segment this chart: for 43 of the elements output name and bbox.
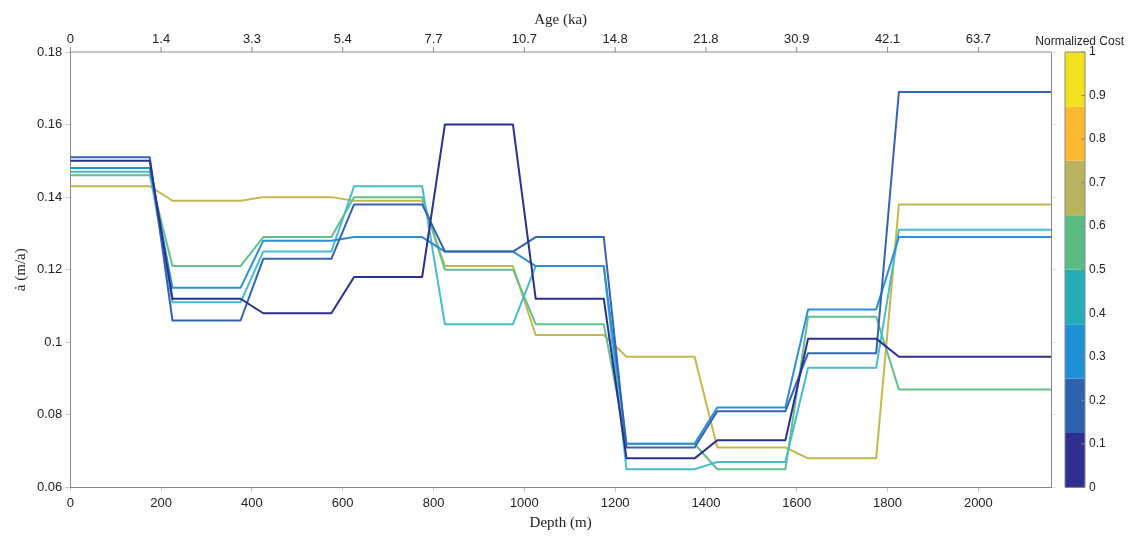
x-tick-label: 1800 (873, 494, 903, 510)
x-tick-label: 1600 (782, 494, 812, 510)
text: 10.7 (511, 31, 537, 47)
text: 30.9 (784, 31, 810, 47)
text: 42.1 (874, 31, 901, 47)
x-tick-label: 0 (66, 494, 74, 510)
y-tick-label: 0.08 (36, 406, 63, 422)
y-tick-label: 0.16 (36, 116, 63, 132)
x-tick-label: 200 (150, 494, 172, 510)
color-bar-label: 0.3 (1089, 349, 1107, 364)
x-tick-label: 400 (241, 494, 263, 510)
y-tick-label: 0.1 (44, 333, 63, 349)
x-tick-label: 1200 (600, 494, 630, 510)
text: 7.7 (424, 31, 443, 47)
x2-axis-title: Age (ka) (534, 11, 588, 29)
y-tick-label: 0.18 (36, 43, 63, 59)
color-bar-label: 0.9 (1089, 87, 1107, 102)
text: 14.8 (602, 31, 628, 47)
x-tick-label: 1400 (691, 494, 721, 510)
x-tick-label: 600 (331, 494, 354, 510)
color-bar-label: 0.7 (1089, 174, 1107, 189)
text: 3.3 (242, 31, 261, 47)
color-bar-label: 0.6 (1089, 218, 1107, 233)
color-bar-label: 0.4 (1089, 305, 1107, 320)
color-bar-label: 0.1 (1089, 436, 1107, 451)
text: 0 (66, 31, 74, 47)
text: 1.4 (152, 31, 171, 47)
text: 21.8 (693, 31, 719, 47)
y-tick-label: 0.06 (36, 478, 63, 494)
color-bar-label: 0.5 (1089, 262, 1107, 277)
y-tick-label: 0.14 (36, 188, 63, 204)
color-bar-label: 0 (1089, 479, 1096, 494)
text: 63.7 (965, 31, 992, 47)
x-axis-title: Depth (m) (529, 513, 592, 531)
x-tick-label: 2000 (963, 494, 993, 510)
color-bar-label: 0.2 (1089, 392, 1107, 407)
text: 5.4 (333, 31, 352, 47)
y-axis-title: ȧ (m/a) (11, 248, 29, 292)
color-bar-label: 1 (1089, 44, 1096, 59)
y-tick-label: 0.12 (36, 261, 63, 277)
color-bar-label: 0.8 (1089, 131, 1107, 146)
x-tick-label: 1000 (509, 494, 539, 510)
x-tick-label: 800 (422, 494, 445, 510)
